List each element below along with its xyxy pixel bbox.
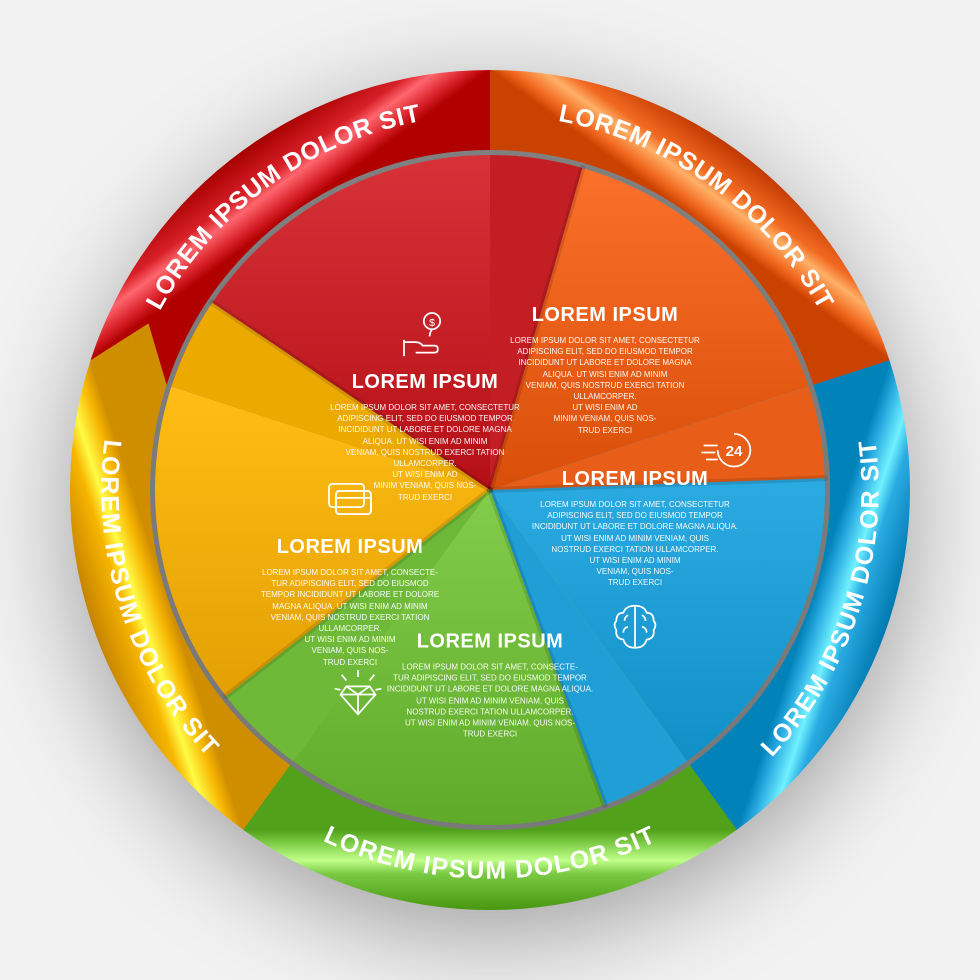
circular-infographic: LOREM IPSUM DOLOR SITLOREM IPSUM DOLOR S… bbox=[70, 70, 910, 910]
wheel-svg: LOREM IPSUM DOLOR SITLOREM IPSUM DOLOR S… bbox=[70, 70, 910, 910]
